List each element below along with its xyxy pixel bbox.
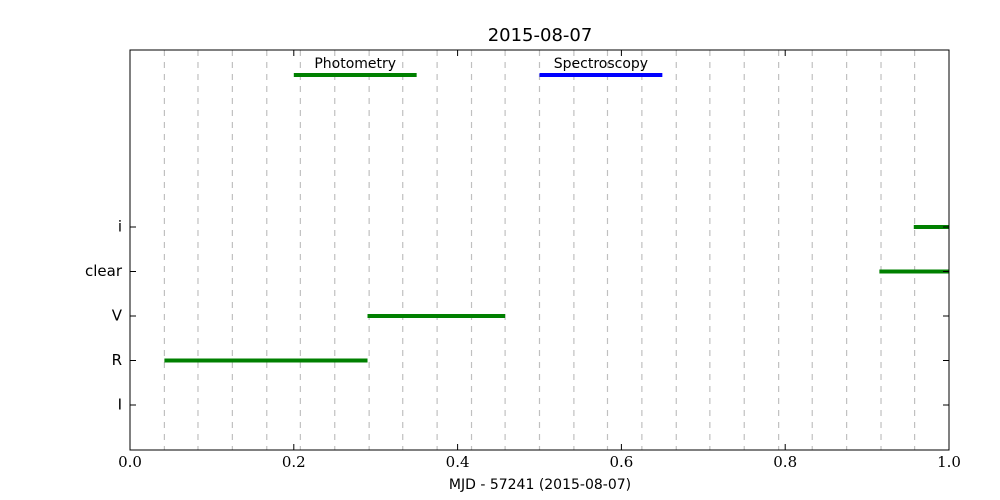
y-tick-label: i	[118, 218, 122, 236]
plot-frame	[129, 49, 950, 451]
legend-label: Photometry	[314, 56, 396, 72]
marks	[164, 225, 949, 363]
legend-label: Spectroscopy	[554, 56, 648, 72]
y-tick-label: clear	[85, 262, 123, 280]
y-tick-label: V	[112, 307, 123, 325]
y-tick-label: I	[118, 396, 122, 414]
y-tick-label: R	[112, 351, 122, 369]
x-tick-label: 0.2	[282, 453, 306, 471]
x-tick-label: 0.4	[446, 453, 470, 471]
x-axis-label: MJD - 57241 (2015-08-07)	[449, 477, 631, 493]
chart-title: 2015-08-07	[488, 25, 593, 46]
x-tick-label: 0.8	[773, 453, 797, 471]
x-tick-label: 0.0	[118, 453, 142, 471]
x-tick-label: 1.0	[937, 453, 961, 471]
x-tick-label: 0.6	[609, 453, 633, 471]
